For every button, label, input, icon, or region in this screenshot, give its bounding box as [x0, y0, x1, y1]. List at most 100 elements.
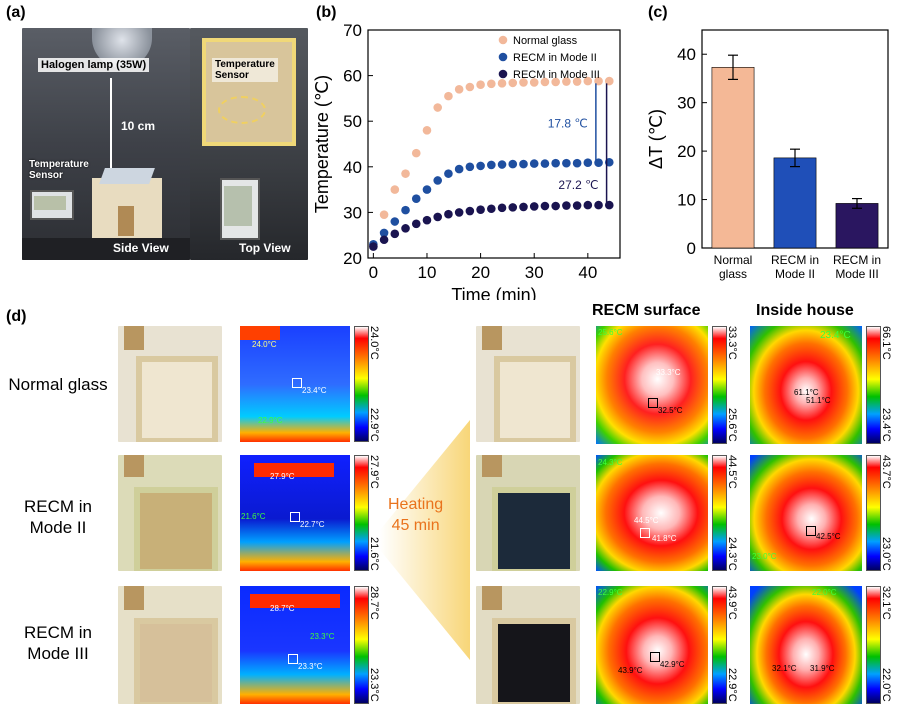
data-point-recm-in-mode-ii: [401, 205, 410, 215]
y-tick-label: 30: [677, 94, 696, 113]
colorbar: [712, 326, 727, 444]
x-tick-label: 20: [471, 263, 490, 282]
plot-frame: [367, 29, 621, 259]
data-point-recm-in-mode-iii: [369, 242, 378, 251]
data-point-normal-glass: [476, 80, 485, 90]
photo-mode-iii-after: [476, 586, 580, 704]
top-view-label: Top View: [239, 241, 291, 255]
spot-label: 32.5°C: [658, 406, 683, 415]
spot-label: 23.4°C: [820, 330, 851, 341]
colorbar-max: 27.9°C: [368, 455, 380, 489]
spot-marker: [806, 526, 816, 536]
spot-marker: [290, 512, 300, 522]
spot-label: 42.5°C: [816, 532, 841, 541]
colorbar: [866, 326, 881, 444]
legend-marker: [498, 35, 508, 45]
colorbar: [354, 586, 369, 704]
y-tick-label: 30: [343, 203, 362, 222]
recm-surface-header: RECM surface: [592, 302, 701, 319]
bar-2: [773, 157, 817, 249]
spot-label: 24.3°C: [598, 458, 623, 467]
legend-label: RECM in Mode III: [513, 69, 600, 81]
spot-label: 28.7°C: [270, 604, 295, 613]
thermal-recm-surface-mode-iii: [596, 586, 708, 704]
side-view-label: Side View: [113, 241, 169, 255]
legend-marker: [498, 52, 508, 62]
temperature-time-chart: 20 30 40 50 60 70 0 10 20 30 40 Time (min) Temperatu…: [312, 21, 621, 300]
spot-label: 27.9°C: [270, 472, 295, 481]
colorbar: [712, 586, 727, 704]
data-point-recm-in-mode-iii: [422, 215, 432, 225]
legend-label: Normal glass: [513, 35, 578, 47]
thermal-mode-iii-before: [240, 586, 350, 704]
data-point-recm-in-mode-ii: [519, 159, 528, 169]
category-label: Normal: [714, 253, 753, 267]
colorbar: [354, 455, 369, 571]
spot-marker: [640, 528, 650, 538]
y-tick-label: 50: [343, 112, 362, 131]
data-point-normal-glass: [422, 126, 432, 135]
spot-label: 22.9°C: [258, 416, 283, 425]
temperature-sensor-label-side: Temperature Sensor: [29, 159, 89, 181]
spot-label: 22.0°C: [812, 588, 837, 597]
data-point-recm-in-mode-ii: [465, 162, 475, 172]
colorbar-min: 22.9°C: [368, 408, 380, 442]
heating-wedge: [380, 420, 470, 660]
data-point-normal-glass: [583, 76, 593, 86]
spot-label: 41.8°C: [652, 534, 677, 543]
colorbar-max: 43.7°C: [880, 455, 892, 489]
data-point-normal-glass: [487, 79, 496, 89]
colorbar-max: 43.9°C: [726, 586, 738, 620]
colorbar-min: 24.3°C: [726, 537, 738, 571]
y-axis-label: ΔT (℃): [646, 109, 666, 169]
colorbar: [866, 586, 881, 704]
thermal-inside-mode-iii: [750, 586, 862, 704]
annotation-27-2: 27.2 ℃: [558, 178, 598, 192]
data-point-recm-in-mode-iii: [572, 201, 582, 210]
thermal-mode-ii-before: [240, 455, 350, 571]
x-axis-label: Time (min): [451, 285, 536, 300]
data-point-recm-in-mode-ii: [433, 176, 443, 185]
data-point-recm-in-mode-iii: [519, 202, 528, 212]
thermal-inside-normal-glass: [750, 326, 862, 444]
colorbar-max: 28.7°C: [368, 586, 380, 620]
data-point-recm-in-mode-iii: [465, 206, 475, 216]
data-point-recm-in-mode-iii: [433, 212, 443, 222]
photo-normal-glass-after: [476, 326, 580, 442]
y-tick-label: 20: [343, 249, 362, 268]
y-tick-label: 20: [677, 142, 696, 161]
halogen-lamp-label: Halogen lamp (35W): [38, 58, 150, 72]
data-point-recm-in-mode-iii: [497, 203, 507, 213]
colorbar-min: 21.6°C: [368, 537, 380, 571]
colorbar-min: 22.0°C: [880, 668, 892, 702]
data-point-recm-in-mode-ii: [551, 158, 560, 168]
data-point-recm-in-mode-iii: [390, 229, 400, 239]
data-point-normal-glass: [390, 185, 400, 194]
data-point-recm-in-mode-ii: [594, 158, 603, 167]
top-view-photo: [190, 28, 308, 260]
y-tick-label: 10: [677, 191, 696, 210]
spot-marker: [288, 654, 298, 664]
data-point-normal-glass: [594, 76, 603, 86]
row-label-normal-glass: Normal glass: [8, 375, 108, 394]
panel-b-label: (b): [316, 4, 337, 21]
data-point-recm-in-mode-ii: [562, 158, 571, 168]
thermal-recm-surface-normal-glass: [596, 326, 708, 444]
panel-d-label: (d): [6, 308, 27, 325]
bar-1: [711, 67, 755, 249]
colorbar-max: 33.3°C: [726, 326, 738, 360]
colorbar: [712, 455, 727, 571]
category-label: glass: [719, 267, 747, 281]
annotation-17-8: 17.8 ℃: [548, 116, 588, 130]
data-point-recm-in-mode-iii: [583, 200, 593, 210]
thermal-inside-mode-ii: [750, 455, 862, 571]
data-point-recm-in-mode-ii: [444, 169, 453, 178]
data-point-normal-glass: [508, 78, 518, 88]
colorbar-min: 25.6°C: [726, 408, 738, 442]
spot-label: 23.3°C: [298, 662, 323, 671]
data-point-recm-in-mode-ii: [379, 228, 389, 238]
spot-label: 32.1°C: [772, 664, 797, 673]
spot-label: 23.4°C: [302, 386, 327, 395]
data-point-recm-in-mode-ii: [529, 159, 539, 168]
